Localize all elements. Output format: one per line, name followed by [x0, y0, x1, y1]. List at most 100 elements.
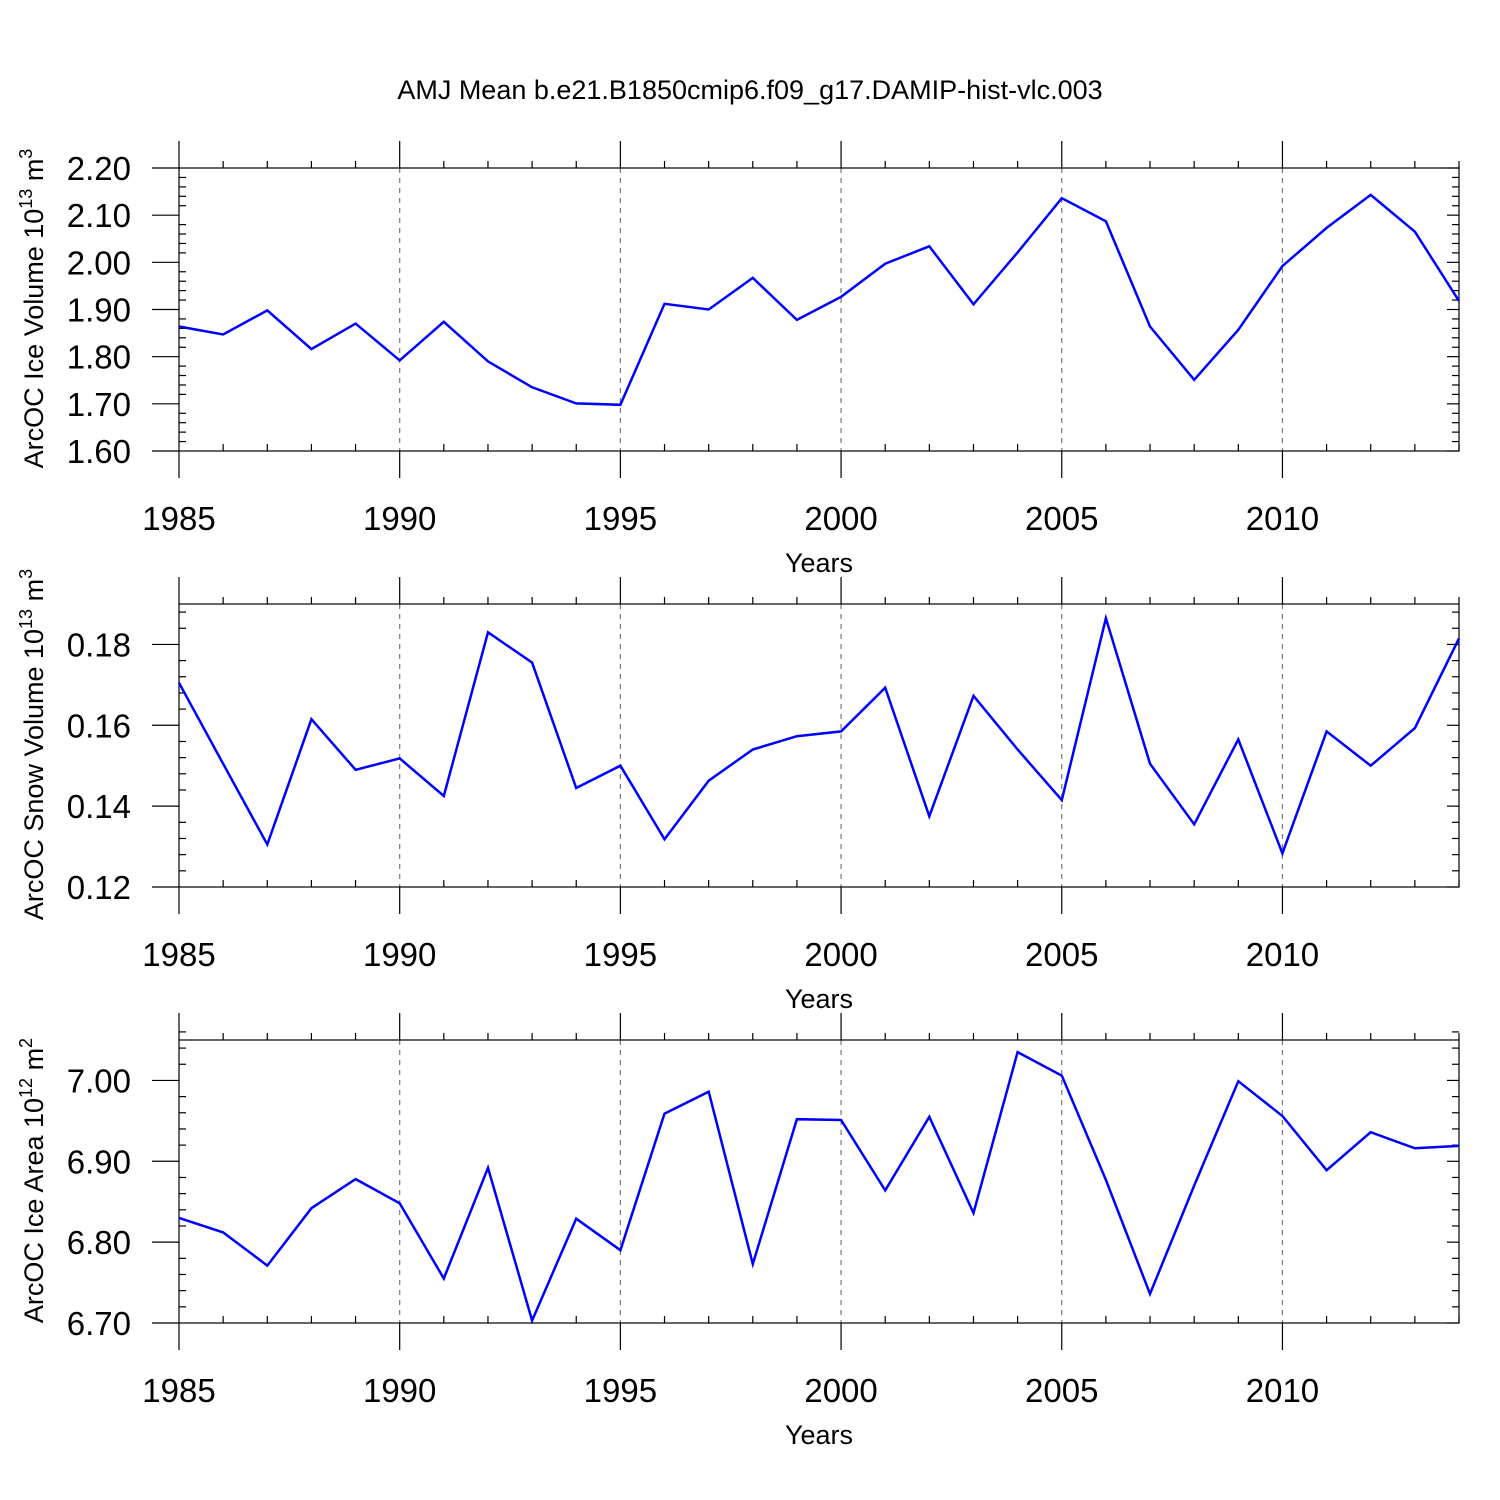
x-tick-label: 1995 [584, 1372, 657, 1409]
data-point [883, 1188, 887, 1192]
data-point [795, 734, 799, 738]
data-point [530, 385, 534, 389]
x-axis-label: Years [785, 1420, 853, 1450]
data-point [1325, 729, 1329, 733]
data-point [486, 630, 490, 634]
y-axis-label: ArcOC Snow Volume 1013 m3 [16, 569, 49, 920]
data-point [663, 837, 667, 841]
data-point [221, 333, 225, 337]
data-point [972, 302, 976, 306]
y-tick-label: 7.00 [67, 1062, 131, 1099]
data-point [1192, 1184, 1196, 1188]
data-point [1325, 1168, 1329, 1172]
data-point [1060, 798, 1064, 802]
plot-frame [178, 1039, 1460, 1324]
data-point [751, 748, 755, 752]
data-point [707, 779, 711, 783]
data-point [1236, 1079, 1240, 1083]
data-point [530, 1319, 534, 1323]
y-tick-label: 1.70 [67, 386, 131, 423]
x-tick-label: 2010 [1246, 1372, 1319, 1409]
data-point [486, 1166, 490, 1170]
data-point [1104, 616, 1108, 620]
x-tick-label: 2005 [1025, 1372, 1098, 1409]
data-point [883, 686, 887, 690]
data-point [1369, 1130, 1373, 1134]
data-point [354, 1177, 358, 1181]
y-tick-label: 2.20 [67, 150, 131, 187]
data-point [265, 843, 269, 847]
data-point [1192, 822, 1196, 826]
chart-panel-2: 1985 1990 1995 2000 2005 2010 0.12 0.14 0.16 0.18… [16, 569, 1461, 1014]
data-point [309, 347, 313, 351]
x-tick-label: 2005 [1025, 500, 1098, 537]
data-point [398, 358, 402, 362]
data-point [707, 1090, 711, 1094]
x-tick-label: 2000 [804, 500, 877, 537]
data-point [618, 1248, 622, 1252]
data-point [1280, 1114, 1284, 1118]
series-line [178, 1050, 1460, 1325]
data-point [927, 244, 931, 248]
data-point [927, 1115, 931, 1119]
x-tick-label: 2000 [804, 936, 877, 973]
data-point [398, 756, 402, 760]
x-tick-label: 2005 [1025, 936, 1098, 973]
series-line [178, 193, 1461, 407]
data-point [751, 276, 755, 280]
data-point [309, 1206, 313, 1210]
x-tick-label: 2000 [804, 1372, 877, 1409]
data-point [221, 1230, 225, 1234]
data-point [839, 1118, 843, 1122]
data-point [707, 308, 711, 312]
y-tick-label: 0.18 [67, 626, 131, 663]
data-point [442, 794, 446, 798]
data-point [1457, 636, 1461, 640]
data-point [1016, 748, 1020, 752]
y-tick-label: 0.16 [67, 707, 131, 744]
data-point [177, 681, 181, 685]
data-point [663, 302, 667, 306]
data-point [265, 1264, 269, 1268]
data-point [1060, 196, 1064, 200]
chart-panel-1: 1985 1990 1995 2000 2005 2010 1.60 1.70 1.80 1.90… [16, 141, 1461, 578]
data-point [1413, 230, 1417, 234]
data-point [1104, 1178, 1108, 1182]
data-point [663, 1112, 667, 1116]
data-point [1148, 1292, 1152, 1296]
data-point [442, 1277, 446, 1281]
data-point [1192, 378, 1196, 382]
x-tick-label: 1985 [142, 936, 215, 973]
data-point [1016, 250, 1020, 254]
data-point [442, 320, 446, 324]
data-point [1457, 299, 1461, 303]
x-tick-label: 1995 [584, 500, 657, 537]
data-point [1280, 264, 1284, 268]
y-tick-label: 1.90 [67, 292, 131, 329]
y-tick-label: 0.12 [67, 869, 131, 906]
data-point [221, 762, 225, 766]
data-point [795, 1117, 799, 1121]
y-tick-label: 6.90 [67, 1143, 131, 1180]
data-point [795, 318, 799, 322]
data-point [1236, 328, 1240, 332]
data-point [265, 308, 269, 312]
data-point [177, 325, 181, 329]
data-point [972, 1211, 976, 1215]
data-point [839, 729, 843, 733]
data-point [618, 764, 622, 768]
data-point [1280, 851, 1284, 855]
y-axis-label: ArcOC Ice Volume 1013 m3 [16, 149, 49, 469]
x-tick-label: 1985 [142, 1372, 215, 1409]
data-point [839, 295, 843, 299]
data-point [1104, 219, 1108, 223]
y-tick-label: 1.60 [67, 433, 131, 470]
y-tick-label: 2.00 [67, 244, 131, 281]
data-point [574, 786, 578, 790]
data-point [1369, 764, 1373, 768]
data-point [1457, 1144, 1461, 1148]
data-point [398, 1201, 402, 1205]
data-point [1016, 1050, 1020, 1054]
x-tick-label: 1990 [363, 500, 436, 537]
